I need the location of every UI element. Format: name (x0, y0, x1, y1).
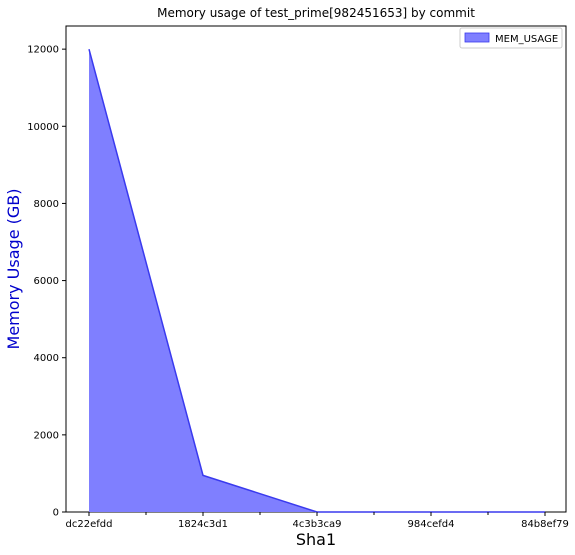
y-tick-label: 12000 (27, 45, 59, 56)
y-tick-label: 8000 (34, 199, 59, 210)
legend-label: MEM_USAGE (495, 34, 558, 45)
y-axis-label: Memory Usage (GB) (4, 189, 23, 350)
x-tick-label: 984cefd4 (408, 519, 455, 530)
y-tick-label: 2000 (34, 430, 59, 441)
y-tick-label: 4000 (34, 353, 59, 364)
legend-swatch (464, 32, 490, 43)
x-tick-label: 4c3b3ca9 (293, 519, 342, 530)
chart-title: Memory usage of test_prime[982451653] by… (157, 6, 475, 20)
x-axis-label: Sha1 (296, 530, 336, 549)
series-area-fill (89, 49, 545, 513)
y-tick-label: 10000 (27, 122, 59, 133)
x-tick-label: 1824c3d1 (178, 519, 228, 530)
legend: MEM_USAGE (459, 27, 563, 49)
x-axis-ticks: dc22efdd 1824c3d1 4c3b3ca9 984cefd4 84b8ef79 (66, 512, 569, 530)
y-tick-label: 0 (53, 508, 59, 519)
y-tick-label: 6000 (34, 276, 59, 287)
x-tick-label: dc22efdd (66, 519, 113, 530)
x-tick-label: 84b8ef79 (521, 519, 569, 530)
y-axis-ticks: 0 2000 4000 6000 8000 10000 12000 (27, 45, 66, 519)
